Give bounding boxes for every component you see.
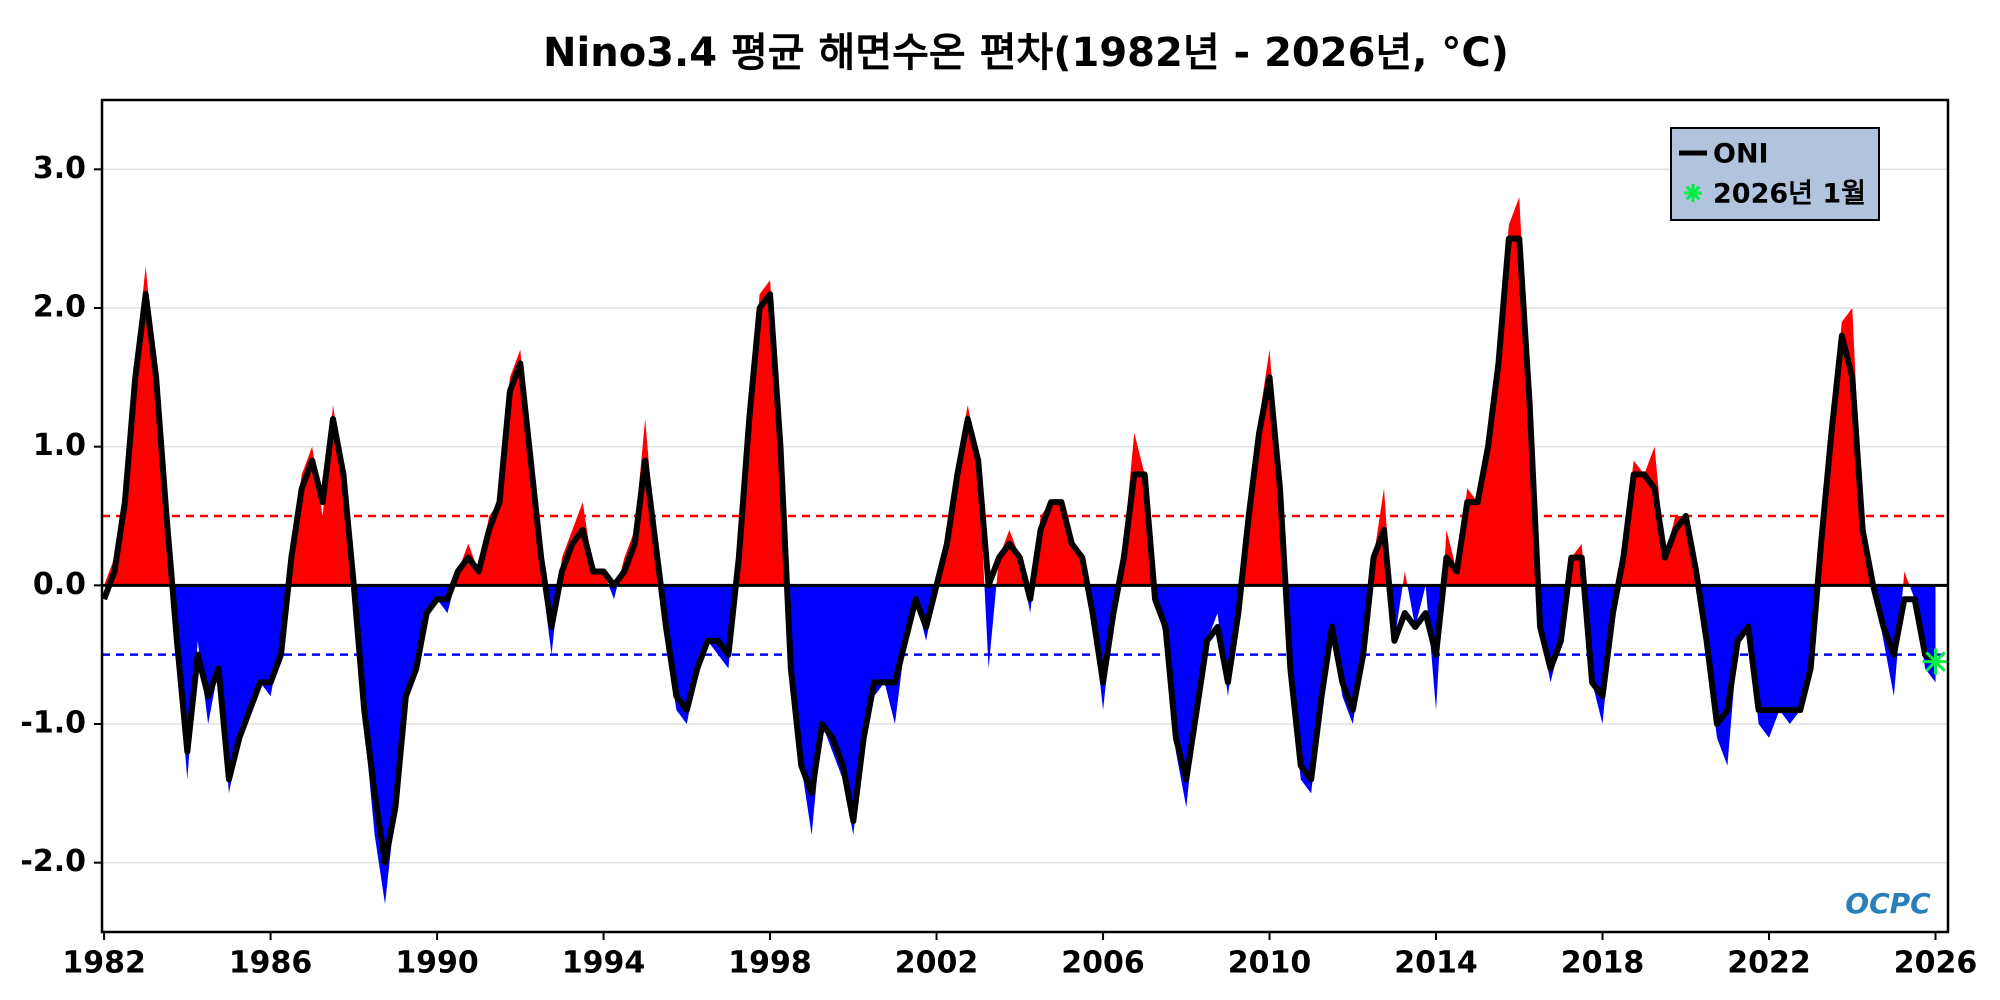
star-stroke	[1925, 651, 1946, 672]
legend-label: 2026년 1월	[1713, 179, 1866, 210]
x-tick-label: 2014	[1394, 946, 1478, 981]
y-tick-label: 2.0	[33, 290, 86, 325]
watermark: OCPC	[1845, 887, 1931, 920]
x-tick-label: 1986	[229, 946, 313, 981]
legend-star	[1684, 184, 1702, 202]
legend-label: ONI	[1713, 139, 1769, 170]
negative-area	[171, 585, 1936, 905]
legend-box	[1670, 127, 1880, 221]
x-tick-label: 2022	[1727, 946, 1811, 981]
x-tick-label: 1990	[395, 946, 479, 981]
oni-line	[101, 235, 1938, 866]
y-tick-label: 3.0	[33, 151, 86, 186]
x-tick-label: 2010	[1228, 946, 1312, 981]
y-tick-label: 0.0	[33, 567, 86, 602]
x-tick-label: 2018	[1561, 946, 1645, 981]
y-tick-label: -2.0	[20, 844, 86, 879]
y-tick-label: -1.0	[20, 706, 86, 741]
x-tick-label: 1982	[62, 946, 146, 981]
x-tick-label: 2006	[1061, 946, 1145, 981]
plot-frame	[100, 98, 1950, 934]
x-tick-label: 1994	[562, 946, 646, 981]
latest-marker	[1922, 648, 1949, 675]
x-tick-label: 1998	[728, 946, 812, 981]
chart-title: Nino3.4 평균 해면수온 편차(1982년 - 2026년, °C)	[543, 30, 1509, 76]
star-stroke	[1685, 185, 1701, 201]
y-tick-label: 1.0	[33, 428, 86, 463]
x-tick-label: 2002	[895, 946, 979, 981]
x-tick-label: 2026	[1894, 946, 1978, 981]
